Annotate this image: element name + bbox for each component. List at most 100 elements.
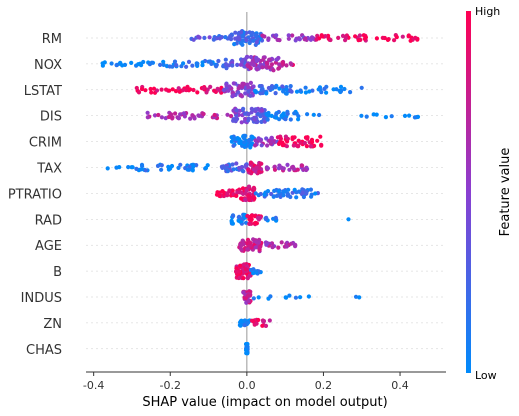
x-tick-label: 0.4 — [391, 379, 409, 392]
shap-point — [338, 84, 344, 89]
shap-point — [197, 113, 202, 118]
shap-point — [145, 110, 150, 115]
shap-point — [304, 189, 309, 195]
shap-point — [224, 82, 229, 87]
shap-point — [236, 90, 241, 95]
shap-point — [242, 140, 247, 145]
shap-point — [322, 86, 327, 91]
shap-point — [260, 108, 265, 113]
shap-point — [231, 81, 236, 86]
shap-point — [231, 93, 236, 98]
shap-point — [293, 244, 298, 249]
shap-point — [286, 33, 291, 38]
shap-point — [170, 116, 175, 121]
shap-point — [308, 144, 313, 149]
shap-point — [289, 62, 294, 67]
shap-point — [225, 169, 230, 174]
shap-point — [246, 85, 251, 90]
shap-point — [380, 35, 385, 41]
shap-point — [251, 296, 256, 301]
feature-label: RAD — [35, 213, 62, 228]
shap-point — [281, 193, 286, 198]
shap-point — [305, 136, 310, 141]
shap-point — [241, 276, 246, 281]
shap-point — [232, 136, 237, 141]
shap-point — [315, 138, 320, 143]
shap-point — [159, 115, 164, 120]
shap-point — [242, 197, 248, 202]
shap-point — [298, 295, 303, 300]
shap-point — [176, 86, 181, 91]
shap-point — [260, 323, 265, 328]
shap-point — [134, 85, 139, 91]
shap-point — [389, 114, 394, 119]
shap-point — [253, 245, 258, 250]
shap-point — [195, 90, 200, 95]
shap-point — [364, 114, 369, 119]
shap-point — [159, 167, 164, 172]
shap-point — [276, 141, 282, 146]
shap-point — [238, 319, 243, 324]
shap-point — [265, 189, 271, 194]
shap-point — [371, 112, 376, 117]
shap-point — [159, 163, 164, 168]
shap-point — [231, 167, 236, 172]
shap-point — [181, 111, 186, 116]
shap-point — [385, 37, 390, 43]
shap-point — [313, 191, 318, 196]
feature-label: LSTAT — [24, 84, 62, 99]
shap-point — [246, 89, 251, 94]
shap-point — [170, 64, 175, 69]
shap-point — [285, 111, 290, 116]
shap-point — [301, 194, 306, 200]
shap-point — [237, 275, 242, 280]
colorbar-gradient — [466, 11, 471, 373]
shap-point — [254, 40, 259, 45]
shap-point — [281, 89, 286, 94]
shap-point — [383, 115, 388, 120]
shap-point — [170, 87, 175, 92]
shap-point — [105, 166, 110, 171]
shap-point — [400, 34, 405, 39]
shap-point — [283, 295, 288, 300]
shap-point — [255, 215, 260, 220]
shap-point — [109, 61, 114, 66]
shap-point — [203, 165, 209, 171]
shap-point — [237, 37, 242, 42]
shap-point — [274, 193, 279, 198]
shap-point — [271, 68, 276, 73]
shap-point — [243, 220, 249, 225]
shap-point — [284, 63, 289, 68]
shap-point — [295, 144, 300, 149]
shap-point — [237, 269, 242, 274]
shap-point — [342, 86, 347, 92]
shap-point — [258, 138, 263, 143]
shap-point — [241, 262, 247, 267]
shap-point — [178, 162, 183, 167]
x-tick-label: -0.2 — [160, 379, 181, 392]
shap-point — [239, 120, 244, 125]
shap-point — [250, 134, 255, 140]
shap-point — [305, 112, 310, 117]
shap-point — [269, 62, 275, 67]
shap-point — [244, 38, 249, 43]
shap-point — [311, 112, 316, 117]
shap-point — [246, 112, 251, 117]
shap-point — [148, 86, 153, 92]
shap-point — [290, 33, 295, 38]
shap-point — [280, 84, 285, 89]
shap-point — [291, 143, 296, 148]
feature-label: B — [53, 265, 62, 280]
shap-point — [236, 215, 241, 220]
shap-point — [256, 295, 261, 300]
x-tick-label: -0.4 — [83, 379, 104, 392]
shap-point — [265, 166, 271, 171]
shap-point — [217, 36, 222, 41]
shap-point — [300, 163, 305, 168]
shap-point — [201, 86, 206, 91]
shap-point — [310, 139, 315, 145]
shap-point — [243, 111, 248, 116]
shap-point — [252, 186, 257, 191]
shap-point — [209, 61, 214, 66]
